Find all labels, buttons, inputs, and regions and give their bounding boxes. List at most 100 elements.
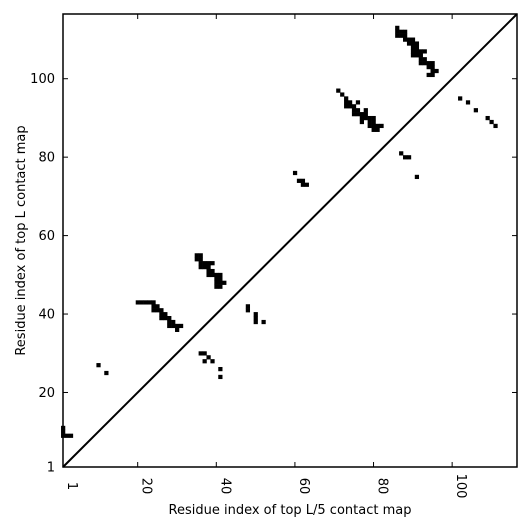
- contact-point: [198, 265, 203, 270]
- contact-point: [214, 272, 219, 278]
- contact-point: [222, 280, 227, 285]
- contact-point: [151, 300, 156, 305]
- contact-point: [363, 115, 368, 121]
- contact-point: [375, 123, 380, 129]
- contact-point: [430, 64, 435, 70]
- contact-point: [340, 92, 345, 97]
- contact-point: [489, 119, 494, 125]
- contact-point: [410, 45, 416, 50]
- contact-point: [202, 359, 207, 364]
- contact-point: [206, 265, 211, 270]
- contact-point: [163, 316, 168, 321]
- y-tick-label: 60: [38, 229, 55, 244]
- contact-point: [473, 108, 478, 113]
- contact-point: [198, 257, 203, 262]
- contact-point: [363, 108, 368, 113]
- contact-point: [403, 37, 408, 42]
- contact-point: [347, 104, 353, 109]
- contact-point: [68, 433, 74, 438]
- contact-point: [418, 49, 423, 54]
- contact-point: [363, 112, 368, 117]
- x-tick-label: 60: [296, 478, 311, 495]
- x-tick-label: 80: [375, 478, 390, 495]
- contact-point: [410, 49, 416, 54]
- y-tick-label: 1: [47, 461, 55, 476]
- contact-point: [430, 61, 435, 66]
- contact-point: [367, 123, 372, 129]
- contact-point: [214, 284, 219, 289]
- x-tick-label: 100: [453, 474, 468, 499]
- contact-point: [218, 272, 223, 278]
- contact-point: [171, 323, 176, 329]
- contact-point: [198, 351, 203, 356]
- contact-point: [410, 37, 416, 42]
- contact-point: [296, 178, 302, 183]
- contact-point: [379, 123, 384, 129]
- contact-point: [410, 41, 416, 46]
- contact-point: [375, 127, 380, 132]
- contact-point: [430, 68, 435, 74]
- contact-point: [159, 312, 164, 317]
- contact-point: [403, 33, 408, 38]
- contact-point: [155, 304, 160, 309]
- contact-point: [64, 433, 70, 438]
- contact-point: [163, 312, 168, 317]
- contact-point: [245, 304, 251, 309]
- x-tick-label: 20: [139, 478, 154, 495]
- contact-point: [245, 308, 251, 313]
- y-tick-label: 20: [38, 386, 55, 401]
- contact-point: [395, 25, 400, 30]
- contact-point: [359, 119, 364, 125]
- contact-point: [430, 72, 435, 78]
- contact-point: [202, 351, 207, 356]
- contact-point: [175, 327, 180, 332]
- contact-point: [104, 370, 109, 376]
- contact-point: [167, 319, 172, 325]
- contact-point: [395, 29, 400, 34]
- contact-point: [434, 68, 439, 74]
- contact-point: [147, 300, 152, 305]
- contact-point: [418, 53, 423, 58]
- contact-point: [395, 33, 400, 38]
- contact-point: [167, 316, 172, 321]
- contact-point: [300, 178, 306, 183]
- contact-point: [355, 100, 361, 105]
- contact-point: [406, 41, 412, 46]
- contact-point: [493, 123, 498, 129]
- contact-point: [198, 261, 203, 266]
- plot-frame: [62, 13, 518, 468]
- contact-point: [418, 61, 423, 66]
- contact-point: [371, 119, 376, 125]
- contact-point: [253, 319, 258, 325]
- y-tick-label: 80: [38, 151, 55, 166]
- contact-point: [336, 88, 341, 93]
- contact-point: [304, 182, 309, 187]
- contact-point: [210, 261, 215, 266]
- x-tick-label: 1: [64, 482, 79, 490]
- contact-point: [426, 64, 431, 70]
- contact-point: [198, 253, 203, 258]
- contact-point: [403, 29, 408, 34]
- contact-point: [206, 268, 211, 274]
- contact-point: [202, 261, 207, 266]
- contact-point: [399, 151, 404, 156]
- contact-point: [418, 57, 423, 62]
- contact-point: [422, 57, 427, 62]
- contact-point: [355, 112, 361, 117]
- contact-point: [159, 316, 164, 321]
- contact-point: [371, 127, 376, 132]
- y-axis-label: Residue index of top L contact map: [14, 125, 29, 355]
- contact-point: [155, 308, 160, 313]
- x-axis-label: Residue index of top L/5 contact map: [169, 503, 412, 518]
- contact-point: [300, 182, 306, 187]
- contact-point: [371, 115, 376, 121]
- contact-point: [139, 300, 144, 305]
- contact-point: [214, 280, 219, 285]
- contact-point: [218, 284, 223, 289]
- contact-point: [135, 300, 140, 305]
- contact-point: [367, 115, 372, 121]
- contact-point: [465, 100, 471, 105]
- contact-point: [253, 316, 258, 321]
